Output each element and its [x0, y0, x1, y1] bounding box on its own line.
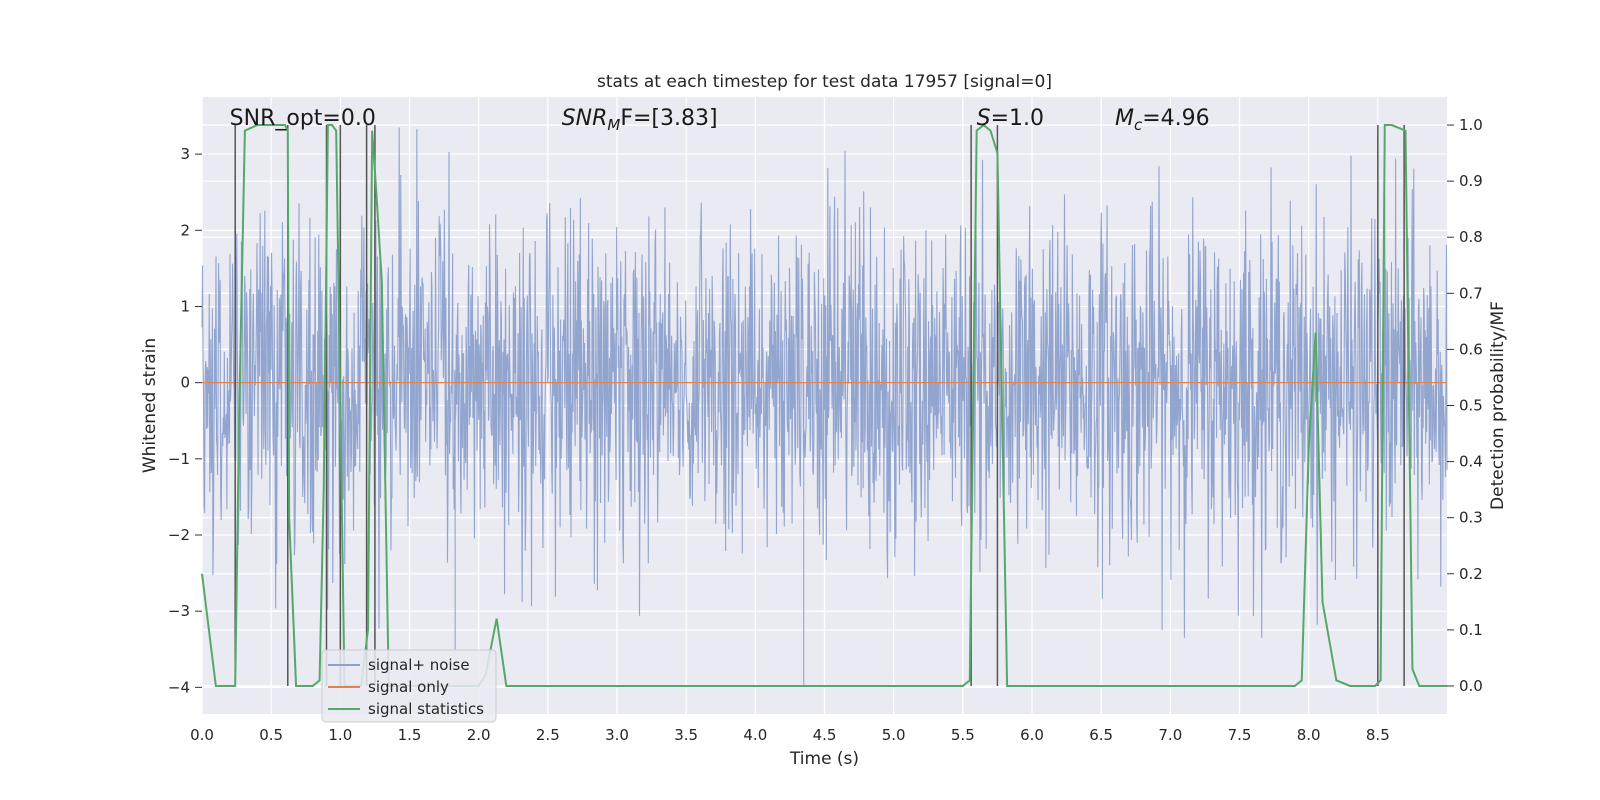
x-tick-label: 1.5 [398, 726, 422, 744]
x-tick-label: 5.5 [951, 726, 975, 744]
y-tick-label: 0 [180, 374, 190, 392]
x-tick-label: 6.5 [1089, 726, 1113, 744]
chart-title: stats at each timestep for test data 179… [597, 72, 1052, 92]
y-right-tick-label: 0.4 [1459, 453, 1483, 471]
y-tick-label: 2 [180, 221, 190, 239]
noise-line [201, 127, 1448, 688]
annotation-mc-value: Mc=4.96 [1115, 106, 1210, 134]
x-tick-label: 3.5 [674, 726, 698, 744]
y-tick-label: 3 [180, 145, 190, 163]
x-tick-label: 2.5 [536, 726, 560, 744]
y-right-tick-label: 0.2 [1459, 565, 1483, 583]
y-axis-label: Whitened strain [140, 338, 160, 473]
y-right-tick-label: 0.9 [1459, 172, 1483, 190]
x-tick-label: 2.0 [467, 726, 491, 744]
y-tick-label: −2 [168, 526, 190, 544]
legend: signal+ noise signal only signal statistic… [321, 649, 497, 723]
legend-box [321, 649, 497, 723]
y-right-tick-label: 0.3 [1459, 509, 1483, 527]
x-tick-label: 3.0 [605, 726, 629, 744]
y-tick-label: −3 [168, 602, 190, 620]
y-tick-label: 1 [180, 297, 190, 315]
legend-entry: signal only [368, 678, 449, 696]
y-axis-right-label: Detection probability/MF [1488, 301, 1508, 510]
y-right-tick-label: 0.0 [1459, 677, 1483, 695]
x-tick-label: 8.0 [1297, 726, 1321, 744]
x-axis-label: Time (s) [789, 749, 859, 769]
y-right-tick-label: 0.7 [1459, 284, 1483, 302]
legend-entry: signal+ noise [368, 656, 470, 674]
annotation-s-value: S=1.0 [977, 106, 1044, 131]
y-right-tick-label: 1.0 [1459, 116, 1483, 134]
y-right-tick-label: 0.6 [1459, 340, 1483, 358]
y-right-tick-label: 0.5 [1459, 397, 1483, 415]
x-tick-label: 5.0 [882, 726, 906, 744]
annotations: SNR_opt=0.0 SNRMF=[3.83] S=1.0 Mc=4.96 [230, 106, 1210, 134]
annotation-snr-opt: SNR_opt=0.0 [230, 106, 376, 131]
x-tick-label: 7.0 [1158, 726, 1182, 744]
x-tick-label: 6.0 [1020, 726, 1044, 744]
axis-ticks: 0.0 0.5 1.0 1.5 2.0 2.5 3.0 3.5 4.0 4.5 5.0 5.5 6.0 6… [168, 116, 1483, 744]
x-tick-label: 4.5 [813, 726, 837, 744]
y-right-tick-label: 0.8 [1459, 228, 1483, 246]
x-tick-label: 1.0 [328, 726, 352, 744]
y-tick-label: −4 [168, 678, 190, 696]
y-tick-label: −1 [168, 450, 190, 468]
signal-noise-series [201, 127, 1448, 688]
legend-entry: signal statistics [368, 700, 484, 718]
x-tick-label: 7.5 [1228, 726, 1252, 744]
annotation-snr-mf: SNRMF=[3.83] [562, 106, 718, 134]
x-tick-label: 8.5 [1366, 726, 1390, 744]
y-right-tick-label: 0.1 [1459, 621, 1483, 639]
x-tick-label: 0.5 [259, 726, 283, 744]
x-tick-label: 0.0 [190, 726, 214, 744]
x-tick-label: 4.0 [743, 726, 767, 744]
